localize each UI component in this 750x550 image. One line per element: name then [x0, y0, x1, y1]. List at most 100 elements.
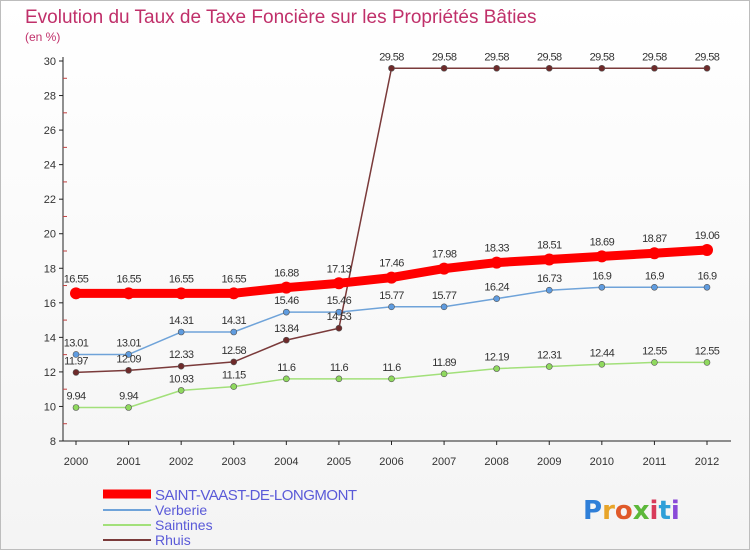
- x-tick-label: 2009: [537, 456, 561, 468]
- data-point: [177, 362, 185, 370]
- data-point: [122, 287, 135, 300]
- y-tick-label: 22: [44, 194, 56, 206]
- data-point: [648, 247, 661, 260]
- data-label: 11.6: [382, 362, 401, 374]
- data-point: [385, 271, 398, 284]
- data-point: [230, 383, 238, 390]
- data-label: 12.19: [484, 352, 509, 364]
- y-tick-label: 18: [44, 263, 56, 275]
- data-label: 17.13: [327, 263, 352, 275]
- x-tick-label: 2000: [64, 456, 88, 468]
- y-tick-label: 28: [44, 91, 56, 103]
- data-point: [703, 283, 711, 291]
- data-label: 12.09: [116, 353, 141, 365]
- data-point: [70, 287, 82, 300]
- data-point: [227, 287, 240, 300]
- data-label: 16.55: [116, 273, 141, 285]
- x-tick-label: 2012: [695, 456, 719, 468]
- data-point: [177, 328, 185, 336]
- data-point: [388, 64, 395, 72]
- data-label: 11.6: [277, 362, 296, 374]
- data-label: 14.31: [169, 315, 194, 327]
- legend: SAINT-VAAST-DE-LONGMONT Verberie Saintin…: [103, 487, 357, 548]
- data-label: 15.77: [379, 290, 404, 302]
- data-point: [332, 277, 345, 290]
- data-point: [490, 256, 503, 269]
- data-point: [283, 336, 290, 344]
- x-tick-label: 2007: [432, 456, 456, 468]
- data-point: [280, 281, 293, 294]
- data-label: 16.24: [484, 282, 509, 294]
- data-label: 14.31: [221, 315, 246, 327]
- data-point: [125, 367, 132, 374]
- data-point: [335, 375, 343, 383]
- legend-label-rhuis: Rhuis: [155, 532, 191, 548]
- data-label: 29.58: [695, 51, 720, 63]
- data-label: 11.6: [330, 362, 349, 374]
- data-point: [440, 64, 448, 72]
- chart-subtitle: (en %): [25, 30, 60, 44]
- data-label: 19.06: [695, 230, 720, 242]
- data-label: 29.58: [537, 51, 562, 63]
- data-label: 16.73: [537, 273, 562, 285]
- data-label: 9.94: [119, 390, 138, 402]
- data-point: [493, 64, 500, 72]
- data-point: [230, 358, 238, 366]
- data-point: [72, 369, 80, 376]
- data-label: 29.58: [379, 51, 404, 63]
- data-label: 12.55: [642, 345, 667, 357]
- y-tick-label: 10: [44, 401, 56, 413]
- data-label: 16.9: [592, 270, 611, 282]
- x-tick-label: 2005: [327, 456, 351, 468]
- data-label: 29.58: [484, 51, 509, 63]
- data-point: [545, 286, 553, 294]
- data-point: [175, 287, 188, 300]
- x-tick-label: 2006: [379, 456, 403, 468]
- data-label: 16.88: [274, 268, 299, 280]
- y-tick-label: 20: [44, 229, 56, 241]
- y-tick-label: 24: [44, 160, 56, 172]
- data-point: [335, 324, 343, 332]
- y-tick-label: 16: [44, 298, 56, 310]
- x-tick-label: 2002: [169, 456, 193, 468]
- data-point: [598, 361, 606, 368]
- data-point: [545, 64, 553, 72]
- data-label: 13.01: [116, 337, 141, 349]
- data-label: 16.55: [64, 273, 89, 285]
- data-label: 11.15: [222, 370, 246, 382]
- x-tick-label: 2008: [484, 456, 508, 468]
- data-point: [651, 64, 658, 72]
- data-label: 11.89: [432, 357, 456, 369]
- data-point: [125, 404, 132, 411]
- series-lines: [70, 64, 713, 411]
- data-point: [651, 283, 658, 291]
- x-tick-label: 2010: [590, 456, 614, 468]
- data-point: [595, 250, 608, 263]
- data-label: 12.58: [221, 345, 246, 357]
- data-point: [440, 370, 448, 378]
- data-label: 10.93: [169, 373, 194, 385]
- axes: 8 10 12 14 16 18 20 22 24 26 28 30 2000 2001 2002 2003 2…: [44, 56, 731, 468]
- data-point: [651, 359, 658, 366]
- y-tick-label: 12: [44, 367, 56, 379]
- data-label: 18.87: [642, 233, 667, 245]
- legend-label-verberie: Verberie: [155, 502, 207, 518]
- data-label: 12.55: [695, 345, 720, 357]
- data-label: 29.58: [642, 51, 667, 63]
- x-tick-label: 2003: [222, 456, 246, 468]
- data-label: 18.51: [537, 239, 562, 251]
- data-point: [125, 351, 132, 358]
- data-label: 16.9: [697, 270, 716, 282]
- data-point: [703, 359, 711, 366]
- y-tick-label: 30: [44, 56, 56, 68]
- data-label: 15.46: [327, 295, 352, 307]
- data-label: 14.53: [327, 311, 352, 323]
- data-point: [545, 363, 553, 370]
- x-tick-label: 2004: [274, 456, 298, 468]
- data-label: 15.46: [274, 295, 299, 307]
- data-point: [388, 303, 395, 311]
- data-point: [230, 328, 238, 336]
- x-tick-label: 2011: [643, 456, 667, 468]
- data-point: [703, 64, 711, 72]
